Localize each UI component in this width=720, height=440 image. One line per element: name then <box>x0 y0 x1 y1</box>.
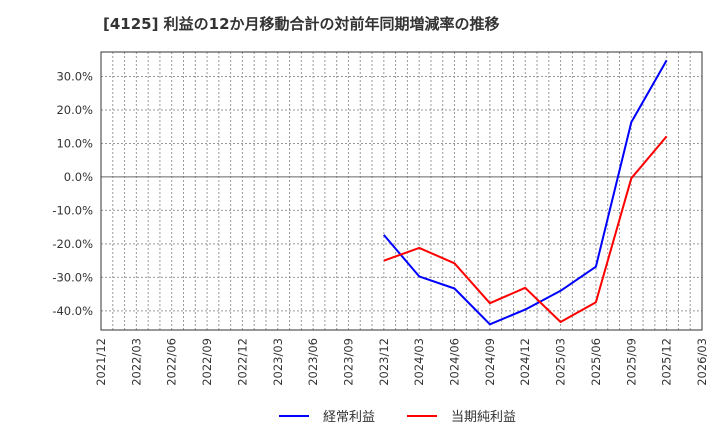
x-tick-label: 2025/12 <box>660 338 674 386</box>
legend-swatch-red <box>407 414 437 417</box>
series-line-ordinary-profit <box>383 59 668 326</box>
y-tick-label: 30.0% <box>56 69 93 83</box>
x-tick-label: 2022/09 <box>200 338 214 386</box>
x-tick-label: 2023/06 <box>306 338 320 386</box>
gridlines <box>101 52 702 330</box>
x-tick-label: 2025/06 <box>589 338 603 386</box>
y-tick-label: 10.0% <box>56 136 93 150</box>
legend-label: 当期純利益 <box>451 410 517 425</box>
x-tick-label: 2022/12 <box>235 338 249 386</box>
x-tick-label: 2023/09 <box>341 338 355 386</box>
y-tick-label: -40.0% <box>52 304 93 318</box>
y-tick-label: 20.0% <box>56 103 93 117</box>
x-tick-label: 2024/06 <box>448 338 462 386</box>
y-tick-label: -20.0% <box>52 237 93 251</box>
legend-item-ordinary-profit: 経常利益 <box>279 406 375 425</box>
x-tick-label: 2023/12 <box>377 338 391 386</box>
legend-swatch-blue <box>279 414 309 417</box>
plot-area-border <box>100 51 703 331</box>
x-tick-label: 2025/09 <box>624 338 638 386</box>
data-lines <box>383 59 668 326</box>
legend-label: 経常利益 <box>323 410 376 425</box>
x-tick-label: 2026/03 <box>695 338 709 386</box>
y-tick-label: 0.0% <box>64 170 93 184</box>
y-tick-label: -30.0% <box>52 270 93 284</box>
legend-item-net-income: 当期純利益 <box>407 406 516 425</box>
x-tick-label: 2022/03 <box>129 338 143 386</box>
x-axis: 2021/12 2022/03 2022/06 2022/09 2022/12 2023/… <box>94 338 709 386</box>
x-tick-label: 2024/03 <box>412 338 426 386</box>
x-tick-label: 2024/09 <box>483 338 497 386</box>
chart-title: [4125] 利益の12か月移動合計の対前年同期増減率の推移 <box>103 15 500 33</box>
y-tick-label: -10.0% <box>52 203 93 217</box>
legend: 経常利益 当期純利益 <box>0 406 720 428</box>
y-axis: 30.0% 20.0% 10.0% 0.0% -10.0% -20.0% -30.0% -40… <box>52 69 93 317</box>
x-tick-label: 2025/03 <box>554 338 568 386</box>
x-tick-label: 2022/06 <box>165 338 179 386</box>
x-tick-label: 2021/12 <box>94 338 108 386</box>
series-line-net-income <box>383 135 668 323</box>
x-tick-label: 2023/03 <box>271 338 285 386</box>
x-tick-label: 2024/12 <box>518 338 532 386</box>
